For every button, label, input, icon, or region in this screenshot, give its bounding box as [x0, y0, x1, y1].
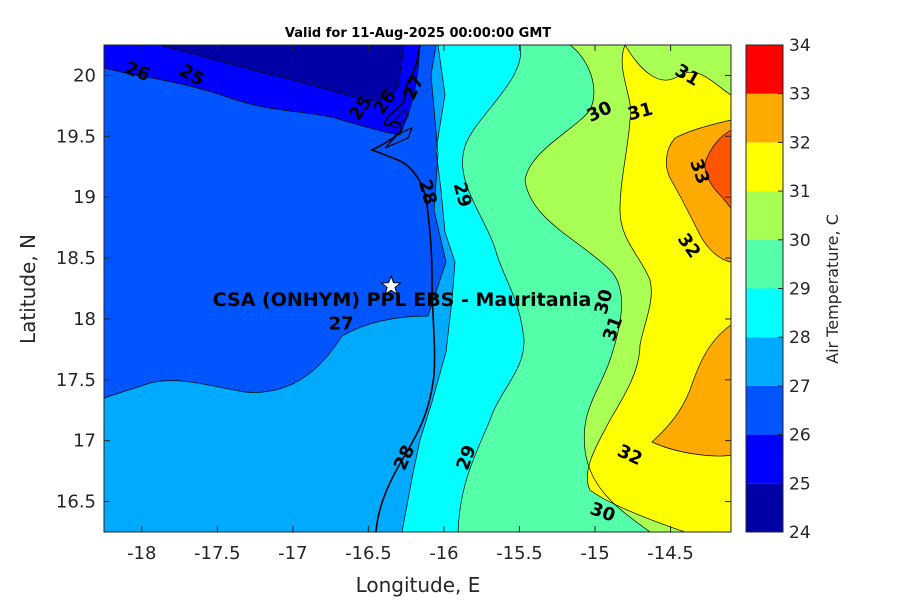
site-label: CSA (ONHYM) PPL EBS - Mauritania: [213, 289, 592, 311]
x-tick-label: -16: [429, 543, 458, 564]
colorbar-tick-label: 31: [789, 182, 811, 202]
fill-32-33-south: [652, 325, 731, 457]
colorbar-tick-label: 33: [789, 85, 811, 105]
x-tick-label: -17: [278, 543, 307, 564]
fill-24-25: [160, 45, 404, 101]
y-tick-label: 18.5: [56, 248, 96, 269]
plot-frame: [103, 44, 732, 533]
colorbar-segment: [746, 483, 783, 532]
x-tick-label: -15.5: [496, 543, 543, 564]
y-tick-label: 16.5: [56, 492, 96, 513]
coastline-islands: [384, 109, 414, 149]
colorbar-segment: [746, 385, 783, 435]
colorbar-segment: [746, 191, 783, 240]
x-tick-label: -17.5: [194, 543, 241, 564]
colorbar-segment: [746, 288, 783, 338]
site-marker-group: CSA (ONHYM) PPL EBS - Mauritania: [213, 274, 592, 311]
colorbar-label: Air Temperature, C: [823, 214, 842, 364]
y-axis-ticks: 16.5 17 17.5 18 18.5 19 19.5 20: [56, 65, 731, 513]
colorbar-tick-label: 24: [789, 523, 811, 543]
colorbar-tick-label: 28: [789, 328, 811, 348]
temperature-field: [104, 45, 731, 532]
contour-lines: [104, 45, 731, 532]
coastline: [369, 45, 436, 532]
x-axis-label: Longitude, E: [356, 573, 481, 597]
y-tick-label: 19: [73, 187, 96, 208]
x-tick-label: -15: [580, 543, 609, 564]
x-tick-label: -14.5: [647, 543, 694, 564]
site-star-icon: [380, 274, 402, 296]
colorbar: 24 25 26 27 28 29 30 31 32 33 34: [745, 36, 811, 543]
chart-title: Valid for 11-Aug-2025 00:00:00 GMT: [285, 26, 551, 41]
colorbar-segment: [746, 239, 783, 289]
colorbar-segment: [746, 142, 783, 192]
colorbar-segment: [746, 434, 783, 484]
colorbar-tick-label: 32: [789, 133, 811, 153]
x-axis-ticks: -18 -17.5 -17 -16.5 -16 -15.5 -15 -14.5: [127, 45, 694, 564]
y-axis-label: Latitude, N: [16, 234, 40, 344]
colorbar-tick-label: 34: [789, 36, 811, 56]
colorbar-tick-label: 29: [789, 280, 811, 300]
x-tick-label: -16.5: [345, 543, 392, 564]
colorbar-tick-label: 26: [789, 426, 811, 446]
colorbar-segment: [746, 45, 783, 94]
colorbar-tick-label: 25: [789, 474, 811, 494]
y-tick-label: 18: [73, 309, 96, 330]
x-tick-label: -18: [127, 543, 156, 564]
y-tick-label: 17.5: [56, 370, 96, 391]
y-tick-label: 20: [73, 65, 96, 86]
y-tick-label: 17: [73, 431, 96, 452]
contour-label: 27: [329, 313, 354, 334]
colorbar-segment: [746, 337, 783, 386]
colorbar-tick-label: 30: [789, 231, 811, 251]
colorbar-tick-label: 27: [789, 377, 811, 397]
y-tick-label: 19.5: [56, 126, 96, 147]
colorbar-segment: [746, 93, 783, 143]
